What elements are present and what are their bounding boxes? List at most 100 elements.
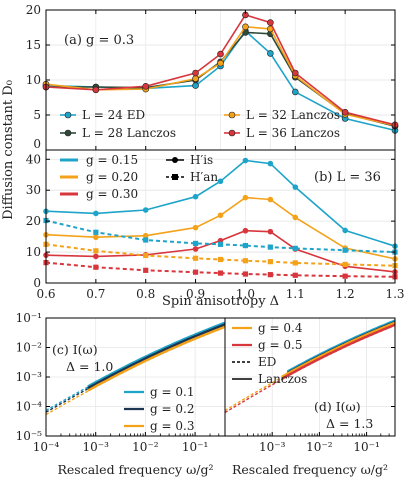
- panel-b-data-point: [267, 259, 273, 265]
- panel-b-legend-marker: [172, 157, 178, 163]
- panel-b-data-point: [192, 246, 199, 252]
- panel-b-data-point: [242, 194, 249, 201]
- panel-b-xtick-label: 0.7: [86, 287, 105, 301]
- panel-b-data-point: [242, 227, 249, 234]
- panel-b-data-point: [292, 260, 298, 266]
- panel-d-label: (d) I(ω): [314, 399, 361, 414]
- panel-d-sublabel: Δ = 1.3: [326, 416, 373, 431]
- panel-a-data-point: [242, 23, 249, 31]
- panel-a-ytick-label: 20: [26, 3, 41, 17]
- panel-d-curve-ed: [224, 324, 396, 414]
- panel-b-data-point: [217, 212, 224, 219]
- panel-c-xtick-label: 10⁻²: [132, 440, 159, 454]
- panel-b-ytick-label: 10: [26, 245, 41, 259]
- panel-b-data-point: [142, 207, 149, 213]
- panel-b-data-point: [342, 273, 348, 279]
- panel-a-legend-label: L = 28 Lanczos: [82, 126, 176, 140]
- panel-a-data-point: [291, 69, 299, 77]
- panel-b-data-point: [292, 214, 299, 221]
- panel-a-data-point: [192, 82, 199, 89]
- panel-b-data-point: [217, 256, 224, 263]
- panel-c-curve-lanczos: [87, 321, 226, 388]
- panel-a-data-point: [267, 19, 274, 26]
- panel-b-data-point: [93, 253, 99, 260]
- panel-d-curve-lanczos: [281, 321, 396, 378]
- panel-b-data-point: [192, 269, 199, 275]
- panel-b-data-point: [192, 224, 199, 231]
- panel-d-legend-label: g = 0.4: [258, 321, 303, 335]
- panel-c-ytick-label: 10⁻²: [16, 341, 43, 355]
- panel-a-data-point: [341, 108, 349, 116]
- panel-c-xtick-label: 10⁻¹: [182, 440, 208, 454]
- panel-b-data-point: [342, 261, 348, 268]
- panel-c-curve-lanczos: [87, 323, 226, 390]
- panel-c-ytick-label: 10⁻³: [16, 370, 43, 384]
- panel-d-legend-label: g = 0.5: [258, 338, 302, 352]
- panel-a-ytick-label: 15: [26, 38, 41, 52]
- panel-a-data-point: [217, 59, 224, 67]
- panel-b-data-point: [242, 242, 249, 249]
- panel-b-xlabel: Spin anisotropy Δ: [162, 294, 279, 309]
- panel-a-data-point: [192, 69, 199, 77]
- panel-c-sublabel: Δ = 1.0: [66, 359, 113, 374]
- panel-b-legend-label: g = 0.20: [86, 170, 138, 184]
- panel-a-series-line: [45, 13, 396, 126]
- panel-b-xtick-label: 1.3: [385, 287, 404, 301]
- panel-b-series-line: [45, 261, 396, 278]
- panel-c-ytick-label: 10⁻⁵: [16, 429, 43, 443]
- panel-b-data-point: [217, 241, 224, 247]
- panel-a-data-point: [217, 50, 224, 58]
- panel-b-data-point: [93, 264, 99, 270]
- panel-b-data-point: [267, 196, 274, 203]
- panel-b-data-point: [342, 247, 348, 253]
- panel-c-xtick-label: 10⁻³: [82, 440, 109, 454]
- panel-b-data-point: [93, 229, 99, 235]
- panel-b-frame: [45, 149, 396, 284]
- panel-b-data-point: [143, 267, 149, 273]
- panel-c-legend-label: g = 0.1: [150, 385, 194, 399]
- panel-b-data-point: [192, 240, 199, 247]
- panel-b-data-point: [242, 258, 249, 264]
- panel-b-xtick-label: 1.2: [336, 287, 355, 301]
- panel-b-series-line: [45, 196, 396, 260]
- panel-a-series-line: [45, 25, 396, 127]
- panel-b-data-point: [143, 252, 149, 259]
- panel-a-data-point: [291, 88, 299, 96]
- panel-b-data-point: [93, 210, 99, 217]
- panel-c-ytick-label: 10⁻¹: [16, 311, 42, 325]
- panel-b-data-point: [267, 228, 274, 235]
- panel-b-data-point: [292, 272, 298, 278]
- panel-b-ytick-label: 40: [26, 152, 41, 166]
- panel-d-xtick-label: 10⁻²: [306, 440, 333, 454]
- panel-b-data-point: [292, 184, 299, 190]
- panel-c-label: (c) I(ω): [52, 342, 98, 357]
- panel-b-legend-label: H′an: [190, 170, 218, 184]
- panel-b-legend-marker: [172, 174, 178, 180]
- panel-b-data-point: [93, 234, 99, 241]
- panel-b-data-point: [342, 227, 348, 234]
- panel-b-data-point: [267, 272, 273, 278]
- panel-c-curve-lanczos: [87, 325, 226, 392]
- panel-a-legend-marker: [64, 129, 72, 137]
- panel-d-legend-label: ED: [258, 355, 276, 369]
- panel-c-xlabel: Rescaled frequency ω/g²: [58, 462, 214, 477]
- panel-b-data-point: [267, 160, 274, 167]
- panel-c-legend-label: g = 0.3: [150, 419, 194, 433]
- panel-b-series-line: [45, 159, 396, 247]
- panel-b-series-line: [45, 229, 396, 273]
- panel-a-data-point: [142, 83, 150, 90]
- panel-b-ytick-label: 30: [26, 183, 41, 197]
- panel-b-data-point: [242, 271, 249, 277]
- panel-b-xtick-label: 0.9: [186, 287, 205, 301]
- panel-b-xtick-label: 1.1: [286, 287, 305, 301]
- panel-c-xtick-label: 10⁻⁴: [33, 440, 60, 454]
- panel-c-legend-label: g = 0.2: [150, 402, 194, 416]
- panel-b-data-point: [292, 245, 298, 251]
- panel-d-legend-label: Lanczos: [258, 372, 307, 386]
- panel-a-legend-label: L = 36 Lanczos: [246, 126, 340, 140]
- panel-b-data-point: [242, 157, 249, 164]
- panel-b-data-point: [143, 237, 149, 243]
- panel-d-curve-lanczos: [281, 323, 396, 380]
- panel-d-curve-lanczos: [286, 319, 396, 373]
